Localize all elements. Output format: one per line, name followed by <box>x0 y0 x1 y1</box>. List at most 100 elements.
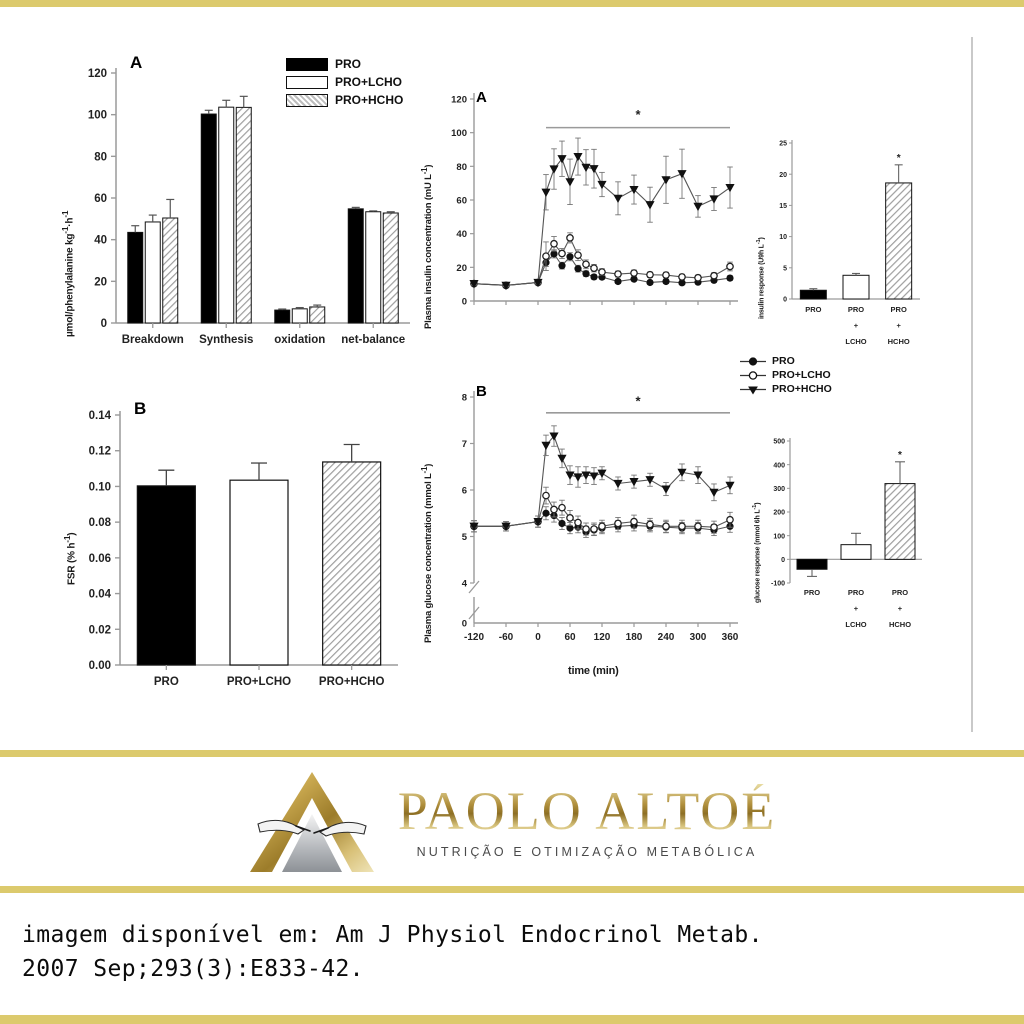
legend-label-lcho: PRO+LCHO <box>335 75 403 89</box>
legend-swatch-lcho <box>286 75 328 89</box>
legend-text-pro: PRO <box>772 355 795 367</box>
svg-text:360: 360 <box>722 632 739 643</box>
svg-text:PRO+HCHO: PRO+HCHO <box>319 676 385 688</box>
svg-text:PRO: PRO <box>804 588 820 597</box>
svg-text:+: + <box>854 321 859 330</box>
svg-text:100: 100 <box>773 533 785 540</box>
legend-marker-pro <box>740 356 766 366</box>
svg-text:HCHO: HCHO <box>889 620 911 629</box>
svg-text:-60: -60 <box>499 632 514 643</box>
svg-text:*: * <box>898 450 902 461</box>
svg-text:0: 0 <box>535 632 541 643</box>
svg-text:Breakdown: Breakdown <box>122 334 184 346</box>
svg-text:0.00: 0.00 <box>89 660 111 672</box>
svg-text:25: 25 <box>779 141 787 148</box>
svg-text:5: 5 <box>783 265 787 272</box>
svg-text:240: 240 <box>658 632 675 643</box>
svg-text:0.04: 0.04 <box>89 589 112 601</box>
bottom-gold-rule <box>0 1015 1024 1024</box>
fsr-plot: 0.00 0.02 0.04 0.06 0.08 0.10 0.12 0.14 PRO PRO+L… <box>89 410 398 688</box>
kinetics-plot: 0 20 40 60 80 100 120 Breakdown Synthesis oxidati… <box>88 68 410 346</box>
svg-text:+: + <box>898 604 903 613</box>
timecourse-legend: PRO PRO+LCHO PRO+HCHO <box>740 355 832 395</box>
legend-label-pro: PRO <box>335 57 362 71</box>
panel-letter-insulin: A <box>476 89 487 106</box>
svg-text:20: 20 <box>779 172 787 179</box>
panel-fsr: B FSR (% h-1) 0.00 0.02 0.04 0.06 0.08 0.10 0.… <box>58 385 428 715</box>
panel-letter-a: A <box>130 53 143 72</box>
scientific-figure: A µmol/phenylalanine kg-1·h-1 0 20 40 60 80 1… <box>0 7 1024 750</box>
panel-plasma-glucose: B Plasma glucose concentration (mmol L-1… <box>418 375 748 695</box>
brand-name: PAOLO ALTOÉ <box>397 781 777 841</box>
svg-text:15: 15 <box>779 203 787 210</box>
svg-text:LCHO: LCHO <box>845 337 866 346</box>
svg-text:60: 60 <box>456 196 467 207</box>
svg-text:6: 6 <box>462 486 467 497</box>
brand-band: PAOLO ALTOÉ NUTRIÇÃO E OTIMIZAÇÃO METABÓ… <box>0 757 1024 886</box>
svg-text:100: 100 <box>88 110 107 122</box>
svg-text:120: 120 <box>594 632 611 643</box>
svg-text:PRO: PRO <box>805 305 821 314</box>
svg-text:200: 200 <box>773 510 785 517</box>
svg-text:120: 120 <box>88 68 107 80</box>
y-axis-label-insulin: Plasma insulin concentration (mU L-1) <box>420 164 435 329</box>
svg-text:0: 0 <box>101 318 107 330</box>
glucose-response-plot: -100 0 100 200 300 400 500 PRO PRO + LCHO * PRO + HCHO <box>771 438 922 629</box>
insulin-response-plot: 0 5 10 15 20 25 PRO PRO + LCHO * PRO + HCHO <box>779 140 920 346</box>
legend-marker-hcho <box>740 386 766 394</box>
svg-text:5: 5 <box>462 532 468 543</box>
svg-text:8: 8 <box>462 393 467 404</box>
legend-label-hcho: PRO+HCHO <box>335 93 404 107</box>
legend-swatch-pro <box>286 57 328 71</box>
svg-text:60: 60 <box>564 632 576 643</box>
svg-text:PRO: PRO <box>892 588 908 597</box>
svg-text:0: 0 <box>462 297 467 308</box>
vertical-divider <box>971 37 973 732</box>
svg-text:oxidation: oxidation <box>274 334 325 346</box>
svg-text:80: 80 <box>456 162 467 173</box>
y-axis-label-insulin-response: insulin response (U9h L-1) <box>756 237 766 319</box>
y-axis-label-glucose-response: glucose response (mmol 6h L-1) <box>752 502 762 603</box>
y-axis-label-kinetics: µmol/phenylalanine kg-1·h-1 <box>60 210 76 337</box>
y-axis-label-fsr: FSR (% h-1) <box>62 532 78 585</box>
svg-text:LCHO: LCHO <box>845 620 866 629</box>
caption-line-2: 2007 Sep;293(3):E833-42. <box>22 956 364 982</box>
inset-glucose-response: glucose response (mmol 6h L-1) -100 0 100 2… <box>748 431 934 631</box>
svg-text:120: 120 <box>451 95 467 106</box>
svg-text:0.10: 0.10 <box>89 481 111 493</box>
svg-text:*: * <box>635 393 641 408</box>
svg-text:0: 0 <box>783 297 787 304</box>
legend-marker-lcho <box>740 370 766 380</box>
svg-text:100: 100 <box>451 128 467 139</box>
y-axis-label-glucose: Plasma glucose concentration (mmol L-1) <box>420 463 435 643</box>
svg-text:500: 500 <box>773 439 785 446</box>
glucose-plot: 4 5 6 7 8 0 -120 -60 0 60 120 180 240 300 360 * <box>462 391 739 643</box>
svg-text:0.08: 0.08 <box>89 517 112 529</box>
panel-letter-b: B <box>134 399 147 418</box>
svg-text:0.12: 0.12 <box>89 446 111 458</box>
svg-text:0.06: 0.06 <box>89 553 111 565</box>
svg-text:400: 400 <box>773 462 785 469</box>
svg-text:Synthesis: Synthesis <box>199 334 253 346</box>
svg-text:60: 60 <box>94 193 107 205</box>
svg-text:*: * <box>635 107 641 122</box>
source-caption: imagem disponível em: Am J Physiol Endoc… <box>0 900 1024 1012</box>
x-axis-label-time: time (min) <box>568 665 619 677</box>
svg-text:0: 0 <box>462 619 467 630</box>
svg-text:180: 180 <box>626 632 643 643</box>
svg-text:0.14: 0.14 <box>89 410 112 422</box>
svg-text:7: 7 <box>462 439 467 450</box>
svg-text:-100: -100 <box>771 581 785 588</box>
svg-text:20: 20 <box>94 276 107 288</box>
svg-text:PRO: PRO <box>154 676 179 688</box>
svg-text:40: 40 <box>94 235 107 247</box>
svg-text:4: 4 <box>462 579 468 590</box>
inset-insulin-response: insulin response (U9h L-1) 0 5 10 15 20 25 PRO… <box>752 129 932 359</box>
insulin-plot: 0 20 40 60 80 100 120 * <box>451 93 738 308</box>
svg-text:20: 20 <box>456 263 467 274</box>
legend-text-hcho: PRO+HCHO <box>772 383 832 395</box>
panel-letter-glucose: B <box>476 383 487 400</box>
svg-text:40: 40 <box>456 229 467 240</box>
mid-gold-rule-top <box>0 750 1024 757</box>
caption-line-1: imagem disponível em: Am J Physiol Endoc… <box>22 922 763 948</box>
